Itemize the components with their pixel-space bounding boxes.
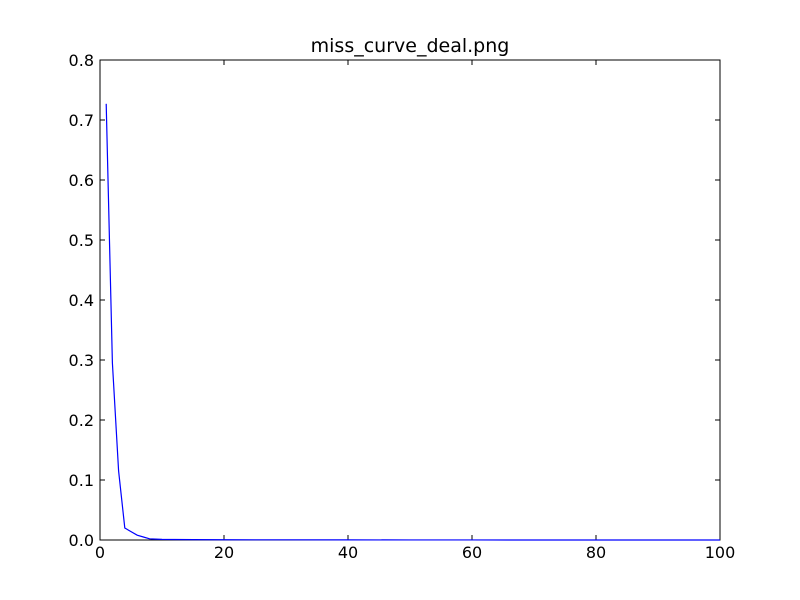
y-tick-label: 0.4 [69, 291, 94, 310]
series-line [105, 103, 720, 541]
x-tick-label: 40 [338, 543, 358, 562]
y-ticks: 0.0 0.1 0.2 0.3 0.4 0.5 0.6 0.7 0.8 [69, 51, 720, 550]
x-tick-label: 80 [586, 543, 606, 562]
chart-title: miss_curve_deal.png [311, 35, 510, 57]
y-tick-label: 0.6 [69, 171, 94, 190]
y-tick-label: 0.7 [69, 111, 94, 130]
y-tick-label: 0.5 [69, 231, 94, 250]
y-tick-label: 0.2 [69, 411, 94, 430]
x-tick-label: 20 [214, 543, 234, 562]
x-tick-label: 100 [705, 543, 736, 562]
plot-frame [99, 59, 721, 541]
x-tick-label: 60 [462, 543, 482, 562]
series-layer [105, 103, 720, 541]
y-tick-label: 0.8 [69, 51, 94, 70]
x-tick-label: 0 [95, 543, 105, 562]
y-tick-label: 0.0 [69, 531, 94, 550]
y-tick-label: 0.1 [69, 471, 94, 490]
x-ticks: 0 20 40 60 80 100 [95, 60, 735, 562]
y-tick-label: 0.3 [69, 351, 94, 370]
